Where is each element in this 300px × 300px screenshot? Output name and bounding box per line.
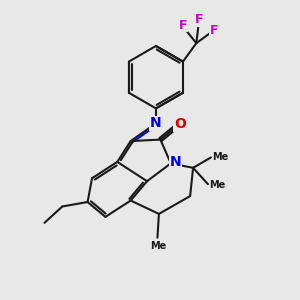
Text: Me: Me xyxy=(212,152,229,162)
Text: N: N xyxy=(169,155,181,169)
Text: F: F xyxy=(179,19,188,32)
Text: F: F xyxy=(210,24,218,37)
Text: O: O xyxy=(174,117,186,131)
Text: Me: Me xyxy=(209,180,226,190)
Text: Me: Me xyxy=(150,241,166,251)
Text: N: N xyxy=(150,116,162,130)
Text: F: F xyxy=(194,14,203,26)
